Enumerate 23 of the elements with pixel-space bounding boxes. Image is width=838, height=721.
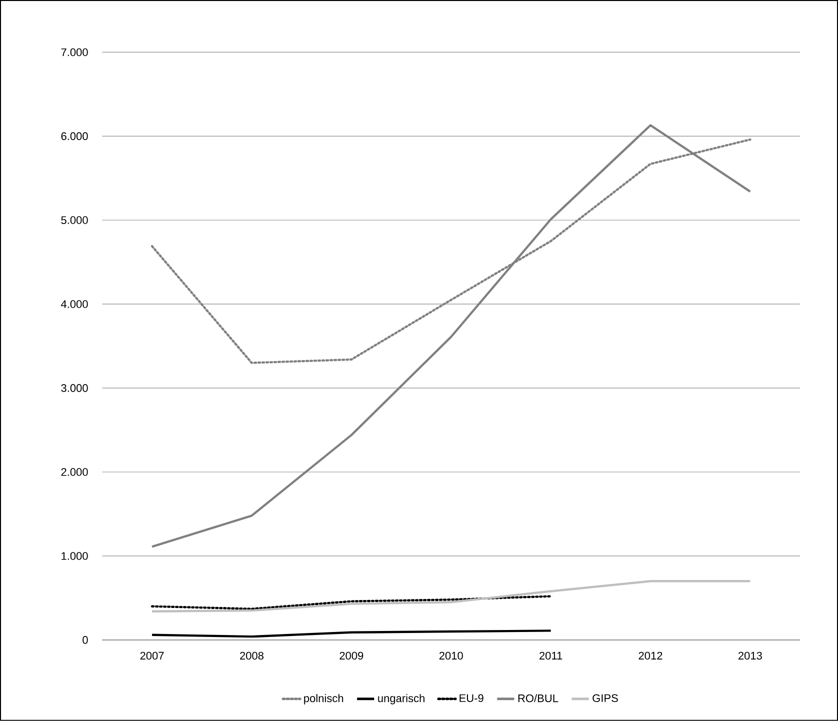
legend-label: EU-9 [460,694,484,702]
y-tick-label: 3.000 [61,384,88,392]
legend-label: polnisch [304,694,344,704]
x-tick-label: 2009 [340,652,364,660]
y-tick-label: 7.000 [61,48,88,56]
x-tick-label: 2012 [638,652,662,660]
y-tick-label: 5.000 [61,216,88,224]
x-tick-label: 2010 [439,652,463,660]
y-tick-label: 1.000 [62,552,88,560]
legend-label: ungarisch [378,694,424,704]
x-tick-label: 2008 [240,652,264,660]
line-series [150,124,752,548]
x-tick-label: 2011 [540,652,562,660]
line-series [150,580,752,613]
legend-label: GIPS [592,694,618,702]
y-tick-label: 6.000 [61,132,88,140]
x-tick-label: 2007 [140,652,164,660]
y-tick-label: 0 [82,636,88,644]
x-tick-label: 2013 [738,652,762,660]
y-tick-label: 2.000 [61,468,88,476]
y-tick-label: 4.000 [60,300,88,308]
line-series [150,595,552,610]
legend-label: RO/BUL [518,694,558,702]
